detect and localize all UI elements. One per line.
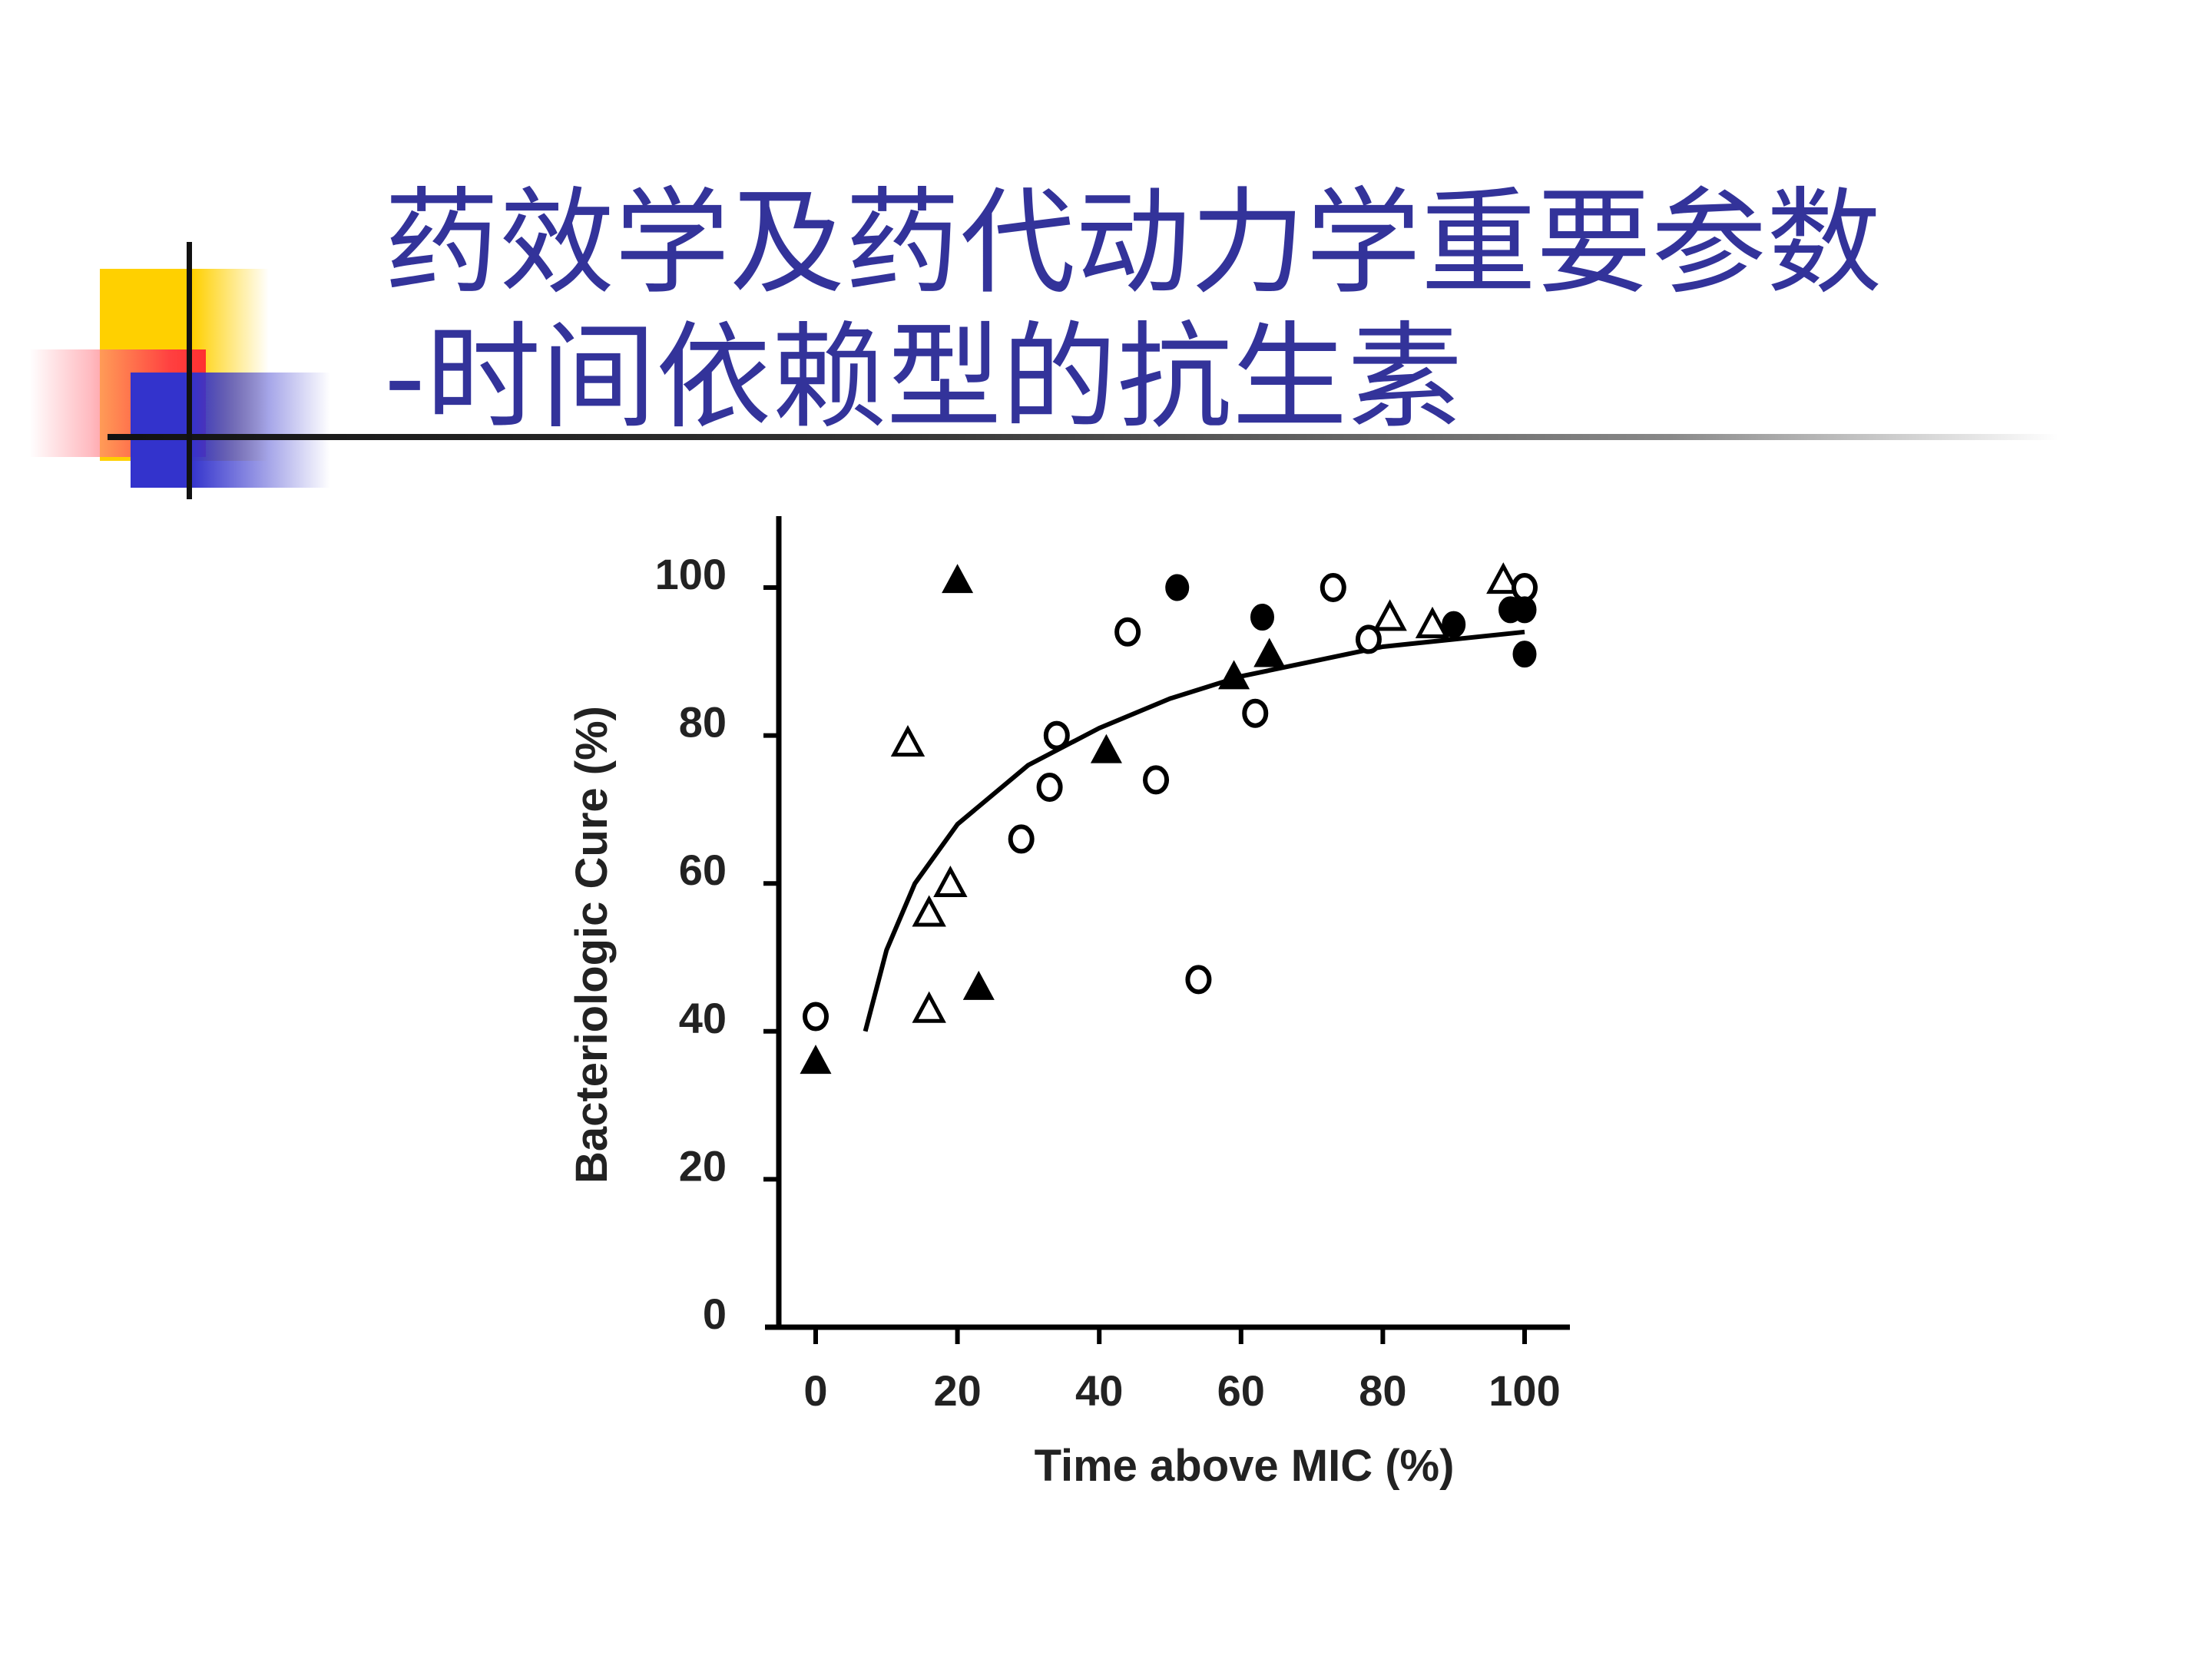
x-tick-label: 60 [1217,1366,1265,1415]
open-triangle-point [912,895,946,927]
filled-circle-point [1442,611,1466,638]
filled-triangle-point [1090,733,1122,763]
x-tick-label: 80 [1359,1366,1406,1415]
open-circle-point [1185,965,1212,995]
filled-triangle-point [1253,637,1286,667]
title-line-1: 药效学及药代动力学重要参数 [384,177,1883,310]
open-circle-point [1008,824,1035,854]
open-circle-point [1043,720,1070,750]
open-circle-point [1355,624,1382,654]
filled-triangle-point [800,1045,832,1075]
logo-vertical-line [187,242,192,499]
filled-circle-point [1512,596,1537,624]
y-tick-label: 60 [679,846,727,894]
x-axis-label: Time above MIC (%) [1035,1441,1455,1491]
filled-circle-point [1250,604,1274,631]
fit-curve-line [863,629,1525,1032]
x-tick-label: 100 [1488,1366,1560,1415]
y-tick-label: 100 [655,550,727,598]
x-tick-label: 0 [803,1366,827,1415]
open-triangle-point [1373,599,1407,631]
x-tick-label: 20 [933,1366,981,1415]
open-circle-point [1114,617,1141,647]
y-tick-label: 40 [679,994,727,1042]
filled-triangle-point [942,564,974,594]
chart-ticks: 0 20 40 60 80 100 0 20 40 60 80 100 [655,550,1561,1415]
y-axis-label: Bacteriologic Cure (%) [567,706,617,1184]
open-circle-point [1512,573,1538,602]
slide-title: 药效学及药代动力学重要参数 -时间依赖型的抗生素 [384,177,1997,445]
y-tick-label: 0 [703,1290,727,1338]
filled-circle-point [1165,574,1190,601]
filled-triangle-point [1218,660,1250,690]
filled-triangle-point [962,970,995,1000]
logo-blue-block [131,373,330,488]
open-circle-point [1242,698,1269,728]
chart-axes [765,516,1570,1330]
open-triangle-point [912,991,946,1023]
open-triangle-point [933,865,968,897]
open-triangle-point [890,724,926,757]
data-points-layer [800,562,1538,1075]
filled-circle-point [1512,641,1537,668]
open-circle-point [1320,573,1346,602]
y-tick-label: 20 [679,1141,727,1190]
open-triangle-point [1486,562,1521,594]
title-line-2: -时间依赖型的抗生素 [384,311,1463,445]
open-triangle-point [1415,606,1450,638]
open-circle-point [1143,765,1170,795]
y-tick-label: 80 [679,698,727,747]
open-circle-point [803,1002,829,1031]
fit-curve-layer [863,629,1525,1032]
title-underline [108,434,2058,440]
open-circle-point [1036,773,1063,803]
x-tick-label: 40 [1075,1366,1123,1415]
